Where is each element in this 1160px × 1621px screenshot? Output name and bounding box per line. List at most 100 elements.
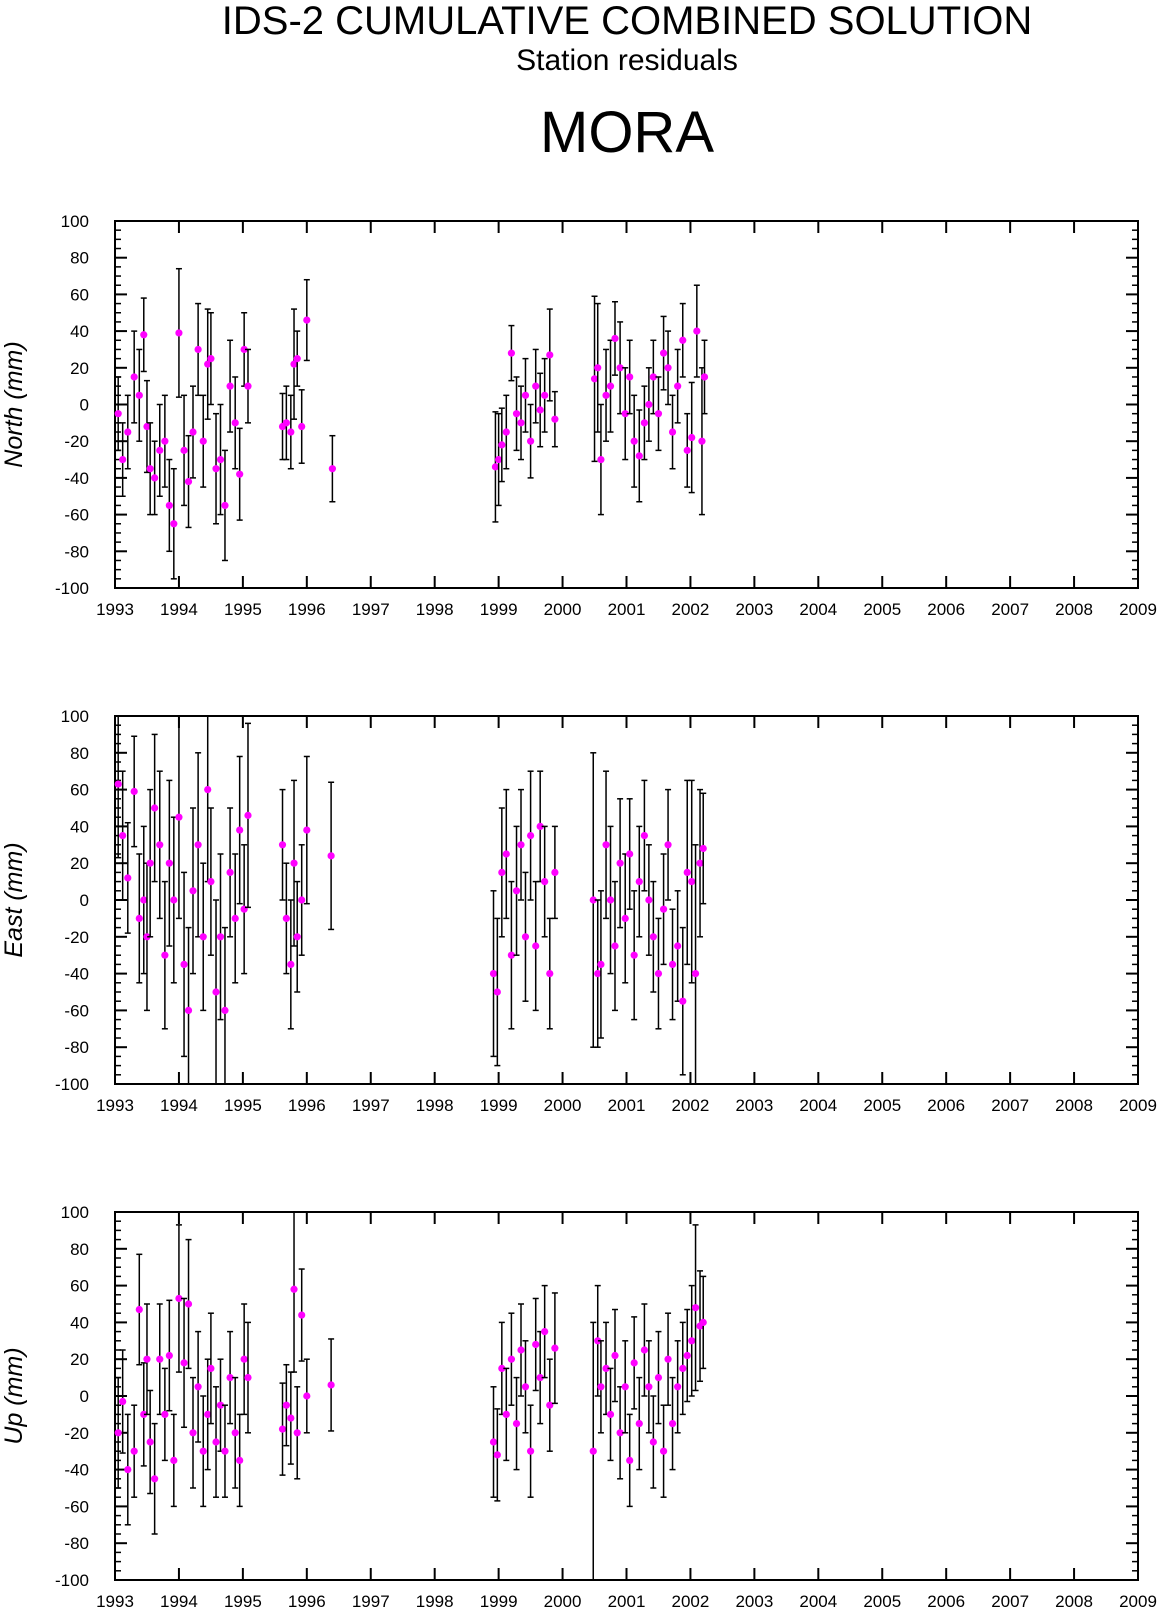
east-data-point	[645, 896, 653, 904]
north-data-point	[532, 382, 540, 390]
up-data-point	[683, 1351, 691, 1360]
east-data-point	[156, 841, 164, 849]
east-data-point	[589, 896, 597, 904]
north-data-point	[659, 349, 668, 357]
north-data-point	[293, 355, 301, 363]
east-data-point	[165, 859, 173, 867]
east-data-point	[231, 914, 239, 923]
east-data-point	[119, 832, 127, 840]
east-x-tick-label: 1998	[416, 1096, 454, 1115]
east-data-point	[226, 868, 234, 877]
north-x-tick-label: 2005	[863, 600, 901, 619]
up-data-point	[635, 1420, 643, 1428]
north-data-point	[517, 419, 525, 427]
up-x-tick-label: 2008	[1055, 1592, 1093, 1611]
east-data-point	[161, 951, 169, 959]
north-data-point	[621, 410, 629, 418]
north-y-tick-label: 100	[61, 212, 89, 231]
east-data-point	[688, 878, 696, 886]
east-data-point	[151, 804, 159, 812]
east-data-point	[699, 844, 707, 853]
east-data-point	[124, 874, 132, 882]
up-x-tick-label: 1998	[416, 1592, 454, 1611]
north-data-point	[674, 382, 682, 390]
up-data-point	[521, 1383, 530, 1391]
north-data-point	[328, 465, 336, 473]
north-data-point	[303, 316, 311, 324]
up-x-tick-label: 1999	[480, 1592, 518, 1611]
up-data-point	[151, 1475, 159, 1483]
up-data-point	[244, 1374, 252, 1382]
north-data-point	[236, 470, 244, 478]
up-data-point	[212, 1438, 220, 1446]
north-y-tick-label: 20	[70, 359, 89, 378]
east-data-point	[236, 826, 244, 834]
east-x-tick-label: 1994	[160, 1096, 198, 1115]
up-data-point	[597, 1383, 605, 1391]
east-data-point	[664, 841, 672, 849]
north-y-tick-label: -80	[64, 542, 89, 561]
up-x-tick-label: 2001	[608, 1592, 646, 1611]
north-data-point	[175, 329, 183, 337]
up-x-tick-label: 1993	[96, 1592, 134, 1611]
east-data-point	[180, 960, 188, 969]
east-data-point	[278, 841, 287, 849]
up-data-point	[502, 1410, 510, 1418]
east-data-point	[282, 914, 290, 923]
north-data-point	[683, 446, 691, 454]
north-data-point	[611, 334, 619, 343]
north-plot-frame	[114, 220, 1139, 589]
east-data-point	[602, 841, 610, 849]
east-data-point	[541, 878, 549, 886]
up-data-point	[640, 1346, 649, 1354]
east-y-tick-label: -60	[64, 1001, 89, 1020]
up-data-point	[630, 1359, 638, 1367]
east-series-0	[114, 715, 707, 1085]
station-name: MORA	[540, 100, 714, 165]
east-data-point	[517, 841, 525, 849]
north-data-point	[207, 355, 215, 363]
east-data-point	[507, 951, 516, 959]
up-data-point	[170, 1456, 178, 1464]
east-data-point	[175, 813, 183, 821]
north-data-point	[541, 391, 549, 399]
east-data-point	[199, 933, 207, 941]
up-data-point	[278, 1425, 287, 1433]
north-y-tick-label: -20	[64, 432, 89, 451]
up-data-point	[175, 1294, 183, 1303]
east-x-tick-label: 1993	[96, 1096, 134, 1115]
east-data-point	[194, 841, 202, 849]
north-data-point	[298, 422, 306, 431]
east-y-tick-label: -40	[64, 965, 89, 984]
east-data-point	[221, 1006, 229, 1015]
up-x-tick-label: 2004	[799, 1592, 837, 1611]
east-data-point	[293, 933, 301, 941]
north-x-tick-label: 2006	[927, 600, 965, 619]
east-data-point	[597, 960, 605, 969]
east-data-point	[130, 787, 138, 796]
east-data-point	[498, 868, 506, 877]
up-y-tick-label: 80	[70, 1240, 89, 1259]
up-data-point	[327, 1381, 335, 1389]
east-y-tick-label: 20	[70, 854, 89, 873]
east-x-tick-label: 2005	[863, 1096, 901, 1115]
up-data-point	[231, 1429, 239, 1437]
east-y-tick-label: 80	[70, 744, 89, 763]
up-x-tick-label: 1996	[288, 1592, 326, 1611]
east-data-point	[674, 942, 682, 950]
east-x-tick-label: 1999	[480, 1096, 518, 1115]
north-data-point	[597, 455, 605, 464]
east-data-point	[696, 859, 704, 867]
up-data-point	[679, 1364, 687, 1372]
up-data-point	[194, 1383, 202, 1391]
north-data-point	[143, 422, 151, 431]
up-data-point	[298, 1311, 306, 1319]
up-data-point	[688, 1337, 696, 1345]
up-data-point	[216, 1401, 225, 1409]
north-data-point	[640, 419, 649, 427]
north-data-point	[521, 391, 530, 399]
up-x-tick-label: 2006	[927, 1592, 965, 1611]
up-x-tick-label: 1994	[160, 1592, 198, 1611]
east-data-point	[630, 951, 638, 959]
north-y-tick-label: -60	[64, 506, 89, 525]
